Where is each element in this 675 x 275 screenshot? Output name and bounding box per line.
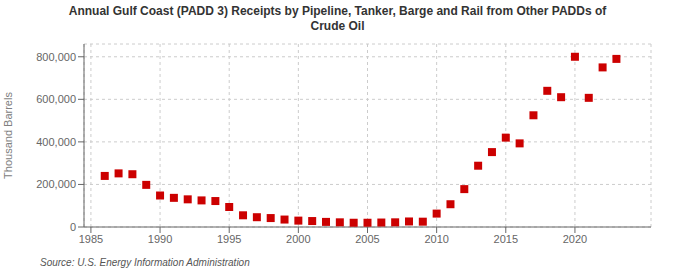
svg-text:2010: 2010 [424, 233, 448, 245]
svg-text:400,000: 400,000 [36, 136, 76, 148]
html-text:Annual Gulf Coast (PADD 3) Rec: Annual Gulf Coast (PADD 3) Receipts by P… [68, 4, 607, 33]
html-text:Source: U.S. Energy Informatio: Source: U.S. Energy Information Administ… [40, 257, 250, 268]
svg-text:1995: 1995 [217, 233, 241, 245]
svg-text:1990: 1990 [148, 233, 172, 245]
svg-text:2020: 2020 [563, 233, 587, 245]
svg-text:2015: 2015 [494, 233, 518, 245]
svg-text:600,000: 600,000 [36, 93, 76, 105]
svg-text:800,000: 800,000 [36, 51, 76, 63]
svg-text:0: 0 [70, 221, 76, 233]
svg-text:200,000: 200,000 [36, 178, 76, 190]
svg-text:2000: 2000 [286, 233, 310, 245]
svg-text:2005: 2005 [355, 233, 379, 245]
svg-text:Thousand Barrels: Thousand Barrels [8, 92, 14, 179]
svg-text:1985: 1985 [79, 233, 103, 245]
